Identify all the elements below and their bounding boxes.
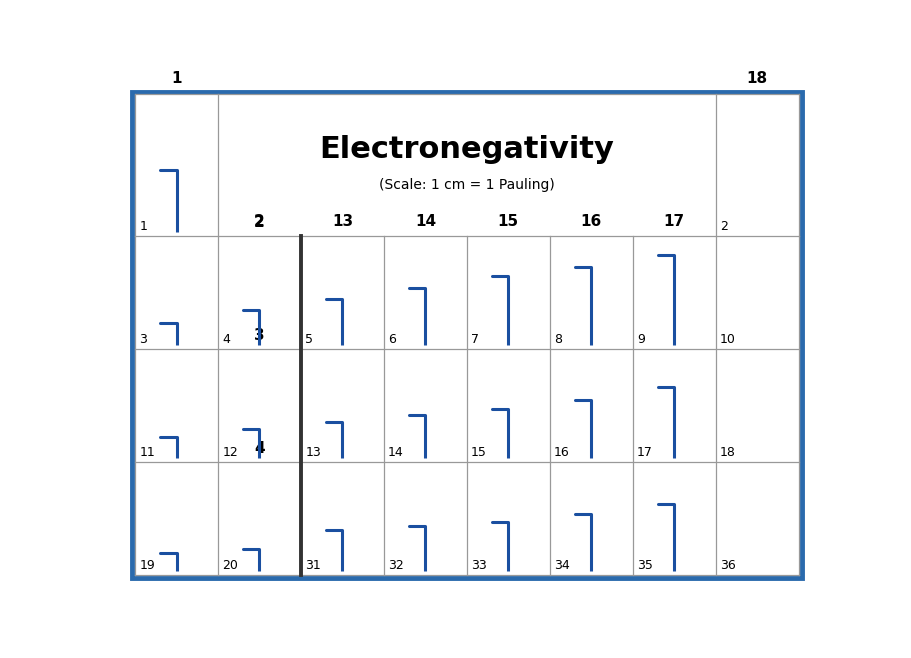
Text: 36: 36	[720, 559, 736, 572]
Text: 15: 15	[497, 214, 519, 228]
Text: 14: 14	[388, 446, 404, 459]
Text: Electronegativity: Electronegativity	[320, 136, 614, 164]
Text: 7: 7	[471, 333, 479, 346]
Text: 1: 1	[139, 220, 148, 233]
Text: 8: 8	[554, 333, 562, 346]
Text: 6: 6	[388, 333, 396, 346]
Text: 3: 3	[254, 328, 265, 343]
Text: 16: 16	[580, 214, 602, 228]
Text: 17: 17	[637, 446, 653, 459]
Text: 14: 14	[415, 214, 436, 228]
Text: 2: 2	[254, 215, 265, 230]
Text: 18: 18	[720, 446, 736, 459]
Text: 20: 20	[222, 559, 238, 572]
Text: 12: 12	[222, 446, 238, 459]
Text: (Scale: 1 cm = 1 Pauling): (Scale: 1 cm = 1 Pauling)	[379, 178, 555, 192]
Text: 2: 2	[254, 214, 265, 228]
Text: 17: 17	[664, 214, 685, 228]
Text: 13: 13	[305, 446, 321, 459]
Text: 4: 4	[254, 442, 265, 456]
Text: 13: 13	[332, 214, 353, 228]
Text: 35: 35	[637, 559, 653, 572]
Text: 11: 11	[139, 446, 155, 459]
Text: 10: 10	[720, 333, 736, 346]
Text: 15: 15	[471, 446, 487, 459]
Text: 18: 18	[747, 70, 768, 86]
Text: 34: 34	[554, 559, 570, 572]
Text: 33: 33	[471, 559, 486, 572]
Text: 32: 32	[388, 559, 404, 572]
Text: 1: 1	[171, 70, 182, 86]
Text: 4: 4	[222, 333, 230, 346]
Text: 9: 9	[637, 333, 645, 346]
Text: 5: 5	[305, 333, 313, 346]
Text: 2: 2	[720, 220, 728, 233]
Text: 16: 16	[554, 446, 570, 459]
Text: 3: 3	[139, 333, 148, 346]
Text: 31: 31	[305, 559, 321, 572]
Text: 19: 19	[139, 559, 155, 572]
